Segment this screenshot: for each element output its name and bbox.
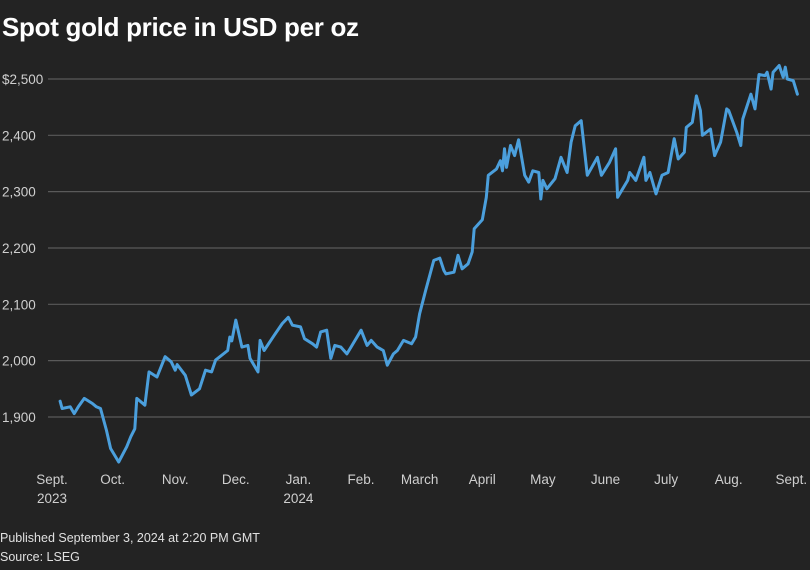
x-tick-label: Dec. bbox=[222, 472, 250, 487]
x-tick-label: June bbox=[591, 472, 620, 487]
source-note: Source: LSEG bbox=[0, 550, 80, 564]
x-tick-label: Jan. bbox=[286, 472, 312, 487]
y-tick-label: $2,500 bbox=[2, 72, 43, 87]
y-tick-label: 2,200 bbox=[2, 241, 36, 256]
x-tick-label: Sept. bbox=[36, 472, 68, 487]
x-tick-label: April bbox=[469, 472, 496, 487]
y-tick-label: 2,300 bbox=[2, 185, 36, 200]
x-tick-label: Oct. bbox=[100, 472, 125, 487]
x-tick-label: March bbox=[401, 472, 439, 487]
chart-title: Spot gold price in USD per oz bbox=[2, 12, 359, 42]
price-line bbox=[58, 64, 799, 464]
x-tick-year-label: 2024 bbox=[283, 491, 314, 506]
y-tick-label: 2,000 bbox=[2, 354, 36, 369]
x-tick-label: Feb. bbox=[348, 472, 375, 487]
line-chart: 1,900 2,000 2,100 2,200 2,300 2,400 $2,500 Sept… bbox=[2, 64, 810, 506]
published-note: Published September 3, 2024 at 2:20 PM G… bbox=[0, 531, 260, 545]
x-tick-label: Sept. bbox=[776, 472, 808, 487]
x-tick-label: May bbox=[530, 472, 556, 487]
x-tick-label: Nov. bbox=[162, 472, 189, 487]
y-tick-label: 2,400 bbox=[2, 128, 36, 143]
x-tick-year-label: 2023 bbox=[37, 491, 67, 506]
y-tick-label: 2,100 bbox=[2, 297, 36, 312]
y-tick-label: 1,900 bbox=[2, 410, 36, 425]
x-tick-label: July bbox=[654, 472, 678, 487]
x-tick-label: Aug. bbox=[715, 472, 743, 487]
